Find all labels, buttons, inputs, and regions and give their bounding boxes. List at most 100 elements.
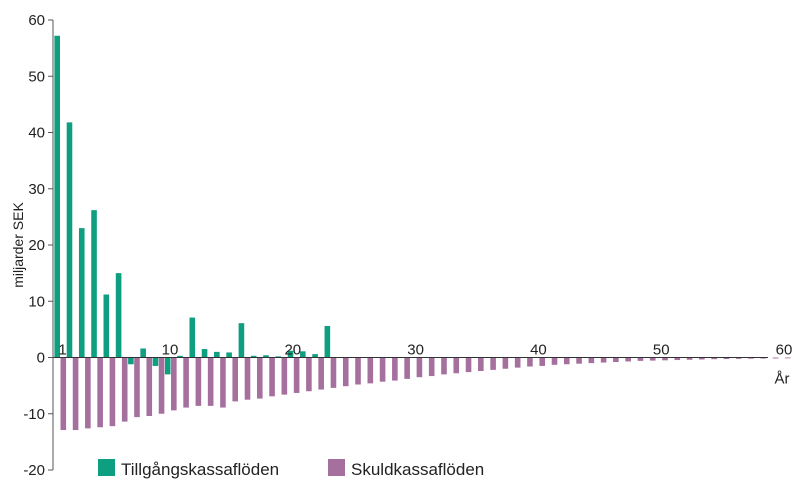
x-tick-label: 50 bbox=[653, 342, 670, 359]
x-tick-label: 20 bbox=[284, 342, 301, 359]
y-tick-label: -20 bbox=[23, 462, 45, 479]
x-axis-title: År bbox=[775, 371, 790, 388]
bar-skuldkassafloden bbox=[748, 357, 754, 359]
y-tick-label: 30 bbox=[28, 181, 45, 198]
bar-tillgangskassafloden bbox=[140, 348, 146, 358]
bar-skuldkassafloden bbox=[674, 357, 681, 361]
bar-skuldkassafloden bbox=[269, 357, 275, 397]
bar-skuldkassafloden bbox=[244, 357, 251, 400]
bar-skuldkassafloden bbox=[441, 357, 447, 375]
bar-tillgangskassafloden bbox=[91, 210, 97, 358]
bar-tillgangskassafloden bbox=[66, 122, 73, 358]
bar-skuldkassafloden bbox=[134, 357, 140, 418]
bar-skuldkassafloden bbox=[367, 357, 374, 384]
bar-skuldkassafloden bbox=[662, 357, 668, 361]
bar-skuldkassafloden bbox=[207, 357, 214, 406]
bar-skuldkassafloden bbox=[502, 357, 509, 369]
bar-skuldkassafloden bbox=[158, 357, 165, 414]
bar-skuldkassafloden bbox=[551, 357, 558, 365]
bar-skuldkassafloden bbox=[576, 357, 582, 364]
bar-skuldkassafloden bbox=[232, 357, 239, 402]
x-tick-label: 60 bbox=[776, 342, 793, 359]
bar-skuldkassafloden bbox=[355, 357, 361, 385]
bar-skuldkassafloden bbox=[760, 357, 767, 359]
bar-skuldkassafloden bbox=[392, 357, 398, 381]
y-tick-label: 50 bbox=[28, 68, 45, 85]
asset-bars bbox=[54, 35, 331, 375]
bar-tillgangskassafloden bbox=[263, 355, 269, 358]
y-tick-label: 20 bbox=[28, 237, 45, 254]
bar-tillgangskassafloden bbox=[275, 356, 282, 358]
x-axis-ticks: 1 10 20 30 40 50 60 bbox=[58, 342, 792, 359]
legend-label-tillgangskassafloden: Tillgångskassaflöden bbox=[121, 460, 279, 479]
y-tick-label: 10 bbox=[28, 293, 45, 310]
bar-tillgangskassafloden bbox=[324, 326, 331, 358]
bar-skuldkassafloden bbox=[342, 357, 349, 387]
bar-tillgangskassafloden bbox=[250, 355, 257, 358]
y-axis-title: miljarder SEK bbox=[10, 202, 26, 288]
x-tick-label: 1 bbox=[58, 342, 66, 359]
bar-skuldkassafloden bbox=[306, 357, 312, 392]
legend-label-skuldkassafloden: Skuldkassaflöden bbox=[351, 460, 484, 479]
bar-skuldkassafloden bbox=[60, 357, 67, 431]
bar-skuldkassafloden bbox=[699, 357, 705, 360]
bar-skuldkassafloden bbox=[97, 357, 103, 428]
bar-tillgangskassafloden bbox=[201, 349, 208, 358]
bar-skuldkassafloden bbox=[379, 357, 386, 382]
bar-skuldkassafloden bbox=[600, 357, 607, 363]
bar-skuldkassafloden bbox=[563, 357, 570, 365]
bar-skuldkassafloden bbox=[785, 357, 791, 359]
bar-skuldkassafloden bbox=[293, 357, 300, 393]
bar-tillgangskassafloden bbox=[115, 273, 122, 358]
bar-skuldkassafloden bbox=[735, 357, 742, 359]
bar-skuldkassafloden bbox=[318, 357, 324, 390]
y-tick-label: 60 bbox=[28, 12, 45, 29]
bar-skuldkassafloden bbox=[416, 357, 423, 378]
legend-swatch-skuldkassafloden bbox=[328, 459, 345, 476]
bar-skuldkassafloden bbox=[539, 357, 546, 366]
bar-skuldkassafloden bbox=[514, 357, 521, 368]
bar-skuldkassafloden bbox=[772, 357, 779, 359]
bar-tillgangskassafloden bbox=[177, 355, 183, 358]
bar-tillgangskassafloden bbox=[226, 352, 232, 358]
bar-skuldkassafloden bbox=[195, 357, 202, 406]
y-tick-label: 0 bbox=[37, 350, 45, 367]
x-tick-label: 30 bbox=[407, 342, 424, 359]
bar-skuldkassafloden bbox=[256, 357, 263, 399]
bar-tillgangskassafloden bbox=[238, 323, 245, 358]
bar-tillgangskassafloden bbox=[189, 317, 196, 358]
bar-skuldkassafloden bbox=[453, 357, 460, 374]
y-tick-label: 40 bbox=[28, 125, 45, 142]
bar-skuldkassafloden bbox=[478, 357, 484, 371]
bar-skuldkassafloden bbox=[146, 357, 153, 416]
y-axis-ticks: 60 50 40 30 20 10 0 -10 -20 bbox=[23, 12, 53, 479]
bar-skuldkassafloden bbox=[649, 357, 656, 361]
liability-bars bbox=[60, 357, 791, 431]
bar-tillgangskassafloden bbox=[78, 228, 85, 358]
bar-skuldkassafloden bbox=[183, 357, 189, 408]
legend-swatch-tillgangskassafloden bbox=[98, 459, 115, 476]
bar-tillgangskassafloden bbox=[300, 351, 306, 358]
bar-skuldkassafloden bbox=[588, 357, 595, 364]
bar-skuldkassafloden bbox=[85, 357, 91, 429]
y-tick-label: -10 bbox=[23, 406, 45, 423]
x-tick-label: 10 bbox=[162, 342, 179, 359]
bar-skuldkassafloden bbox=[723, 357, 730, 360]
bar-skuldkassafloden bbox=[281, 357, 288, 395]
bar-skuldkassafloden bbox=[428, 357, 435, 377]
bar-skuldkassafloden bbox=[711, 357, 717, 360]
bar-skuldkassafloden bbox=[220, 357, 226, 408]
bar-tillgangskassafloden bbox=[54, 35, 60, 358]
bar-tillgangskassafloden bbox=[152, 357, 159, 366]
bar-tillgangskassafloden bbox=[103, 294, 110, 358]
bar-skuldkassafloden bbox=[490, 357, 496, 370]
bar-tillgangskassafloden bbox=[287, 350, 294, 358]
bar-skuldkassafloden bbox=[171, 357, 177, 411]
legend: Tillgångskassaflöden Skuldkassaflöden bbox=[98, 459, 484, 479]
bar-skuldkassafloden bbox=[637, 357, 644, 361]
bar-skuldkassafloden bbox=[613, 357, 619, 362]
bar-tillgangskassafloden bbox=[312, 354, 318, 358]
bar-skuldkassafloden bbox=[72, 357, 79, 431]
bar-tillgangskassafloden bbox=[214, 351, 220, 358]
